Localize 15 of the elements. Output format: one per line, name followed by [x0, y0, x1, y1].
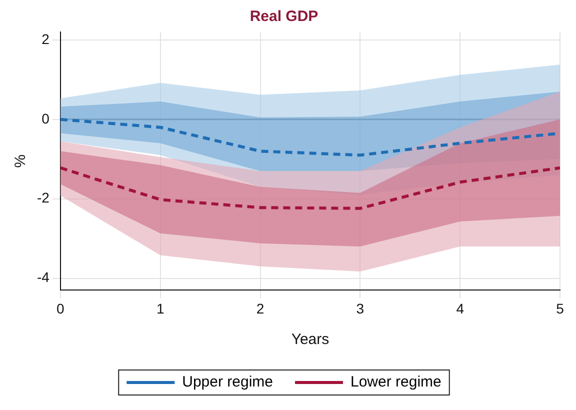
- y-tick-label: 0: [42, 110, 50, 126]
- x-tick-label: 2: [256, 300, 264, 316]
- chart-title: Real GDP: [250, 8, 318, 26]
- x-tick-label: 3: [356, 300, 364, 316]
- x-tick-label: 5: [556, 300, 564, 316]
- y-tick-label: -4: [36, 269, 50, 286]
- x-axis-title: Years: [291, 331, 330, 348]
- y-axis-title: %: [12, 154, 30, 168]
- x-tick-label: 0: [56, 300, 65, 316]
- x-tick-label: 4: [456, 300, 464, 316]
- legend-label: Upper regime: [182, 374, 274, 391]
- legend-label: Lower regime: [350, 374, 442, 391]
- x-tick-label: 1: [156, 300, 164, 316]
- y-tick-label: 2: [42, 30, 50, 47]
- y-tick-label: -2: [36, 190, 50, 206]
